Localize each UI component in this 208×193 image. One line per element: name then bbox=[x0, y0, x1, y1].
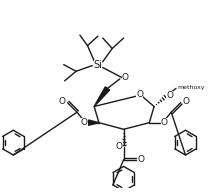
Polygon shape bbox=[94, 87, 110, 107]
Text: methoxy: methoxy bbox=[177, 85, 204, 90]
Text: O: O bbox=[59, 97, 66, 106]
Text: O: O bbox=[166, 91, 173, 100]
Text: O: O bbox=[116, 142, 123, 151]
Text: O: O bbox=[80, 118, 88, 127]
Text: O: O bbox=[138, 155, 145, 164]
Text: O: O bbox=[136, 90, 143, 99]
Text: O: O bbox=[183, 97, 190, 106]
Text: O: O bbox=[122, 74, 129, 82]
Text: O: O bbox=[116, 142, 123, 151]
Text: Si: Si bbox=[94, 60, 102, 70]
Polygon shape bbox=[88, 120, 99, 125]
Text: O: O bbox=[161, 118, 168, 127]
